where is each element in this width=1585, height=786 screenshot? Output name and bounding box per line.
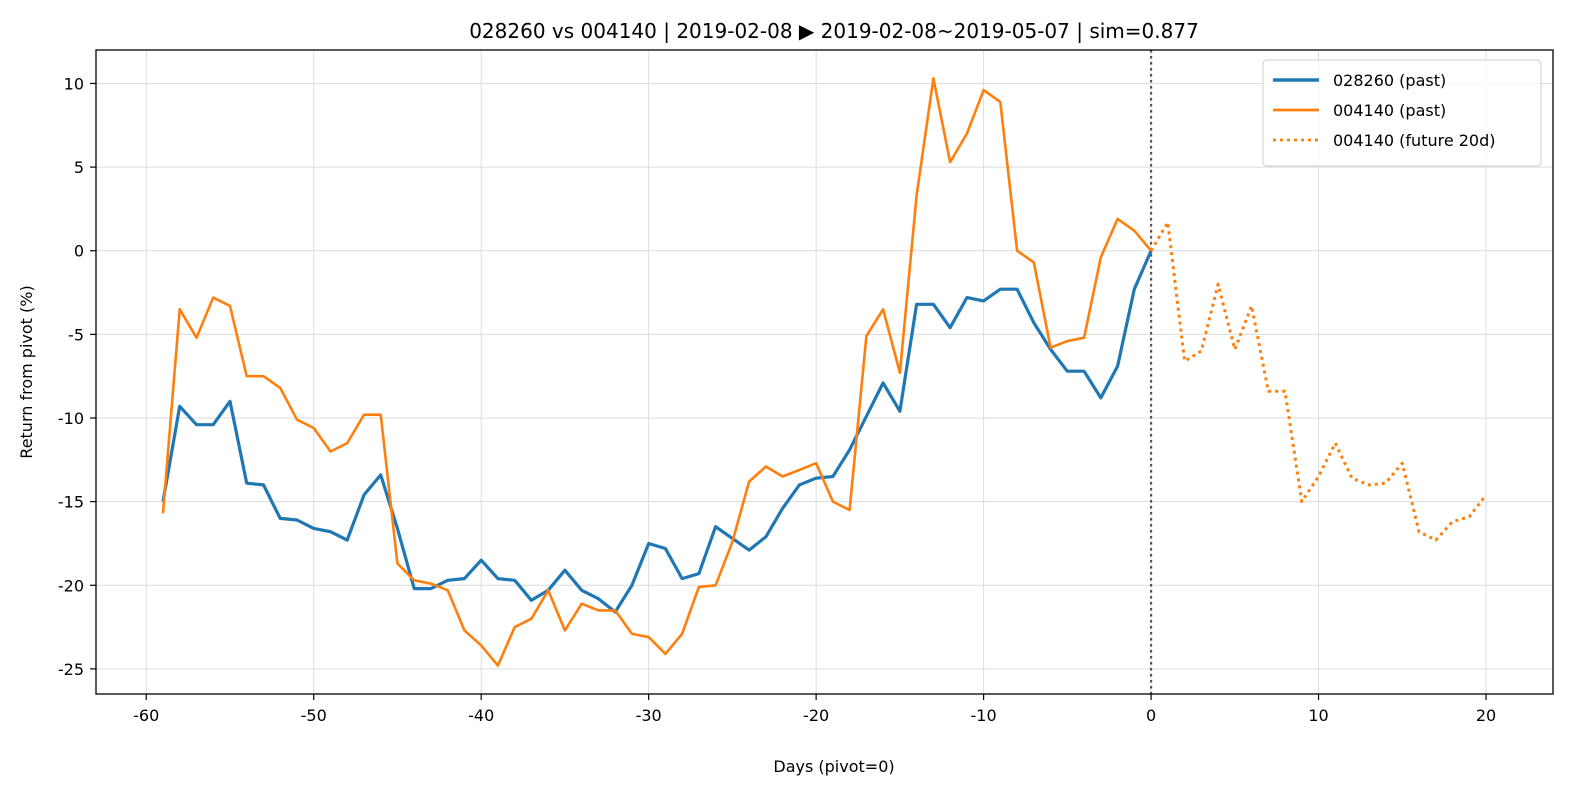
y-tick-label: -20 xyxy=(58,576,84,595)
legend-label: 028260 (past) xyxy=(1333,71,1446,90)
x-tick-label: -50 xyxy=(301,706,327,725)
series-line-1 xyxy=(161,250,1153,614)
x-tick-label: -60 xyxy=(133,706,159,725)
legend: 028260 (past) 004140 (past) 004140 (future… xyxy=(1262,59,1542,167)
y-tick-label: 0 xyxy=(74,242,84,261)
axis-ticks: -60 -50 -40 -30 -20 -10 0 10 20-25-20-15-10-5051… xyxy=(58,74,1496,725)
y-tick-label: 5 xyxy=(74,158,84,177)
y-tick-label: -5 xyxy=(68,325,84,344)
y-tick-label: -10 xyxy=(58,409,84,428)
x-tick-label: -10 xyxy=(971,706,997,725)
x-tick-label: 10 xyxy=(1308,706,1328,725)
x-tick-label: 20 xyxy=(1476,706,1496,725)
series-line-2 xyxy=(161,77,1153,667)
y-axis-label: Return from pivot (%) xyxy=(17,285,36,458)
legend-label: 004140 (past) xyxy=(1333,101,1446,120)
series-line-3 xyxy=(1149,220,1488,542)
x-axis-label: Days (pivot=0) xyxy=(773,757,894,776)
legend-box xyxy=(1262,59,1542,167)
plot-area-frame xyxy=(95,49,1554,695)
y-tick-label: 10 xyxy=(64,74,84,93)
legend-label: 004140 (future 20d) xyxy=(1333,131,1496,150)
chart-title: 028260 vs 004140 | 2019-02-08 ▶ 2019-02-… xyxy=(469,19,1199,43)
x-tick-label: -20 xyxy=(803,706,829,725)
y-tick-label: -15 xyxy=(58,493,84,512)
series-lines xyxy=(161,77,1488,667)
x-tick-label: 0 xyxy=(1146,706,1156,725)
y-tick-label: -25 xyxy=(58,660,84,679)
x-tick-label: -30 xyxy=(636,706,662,725)
x-tick-label: -40 xyxy=(468,706,494,725)
